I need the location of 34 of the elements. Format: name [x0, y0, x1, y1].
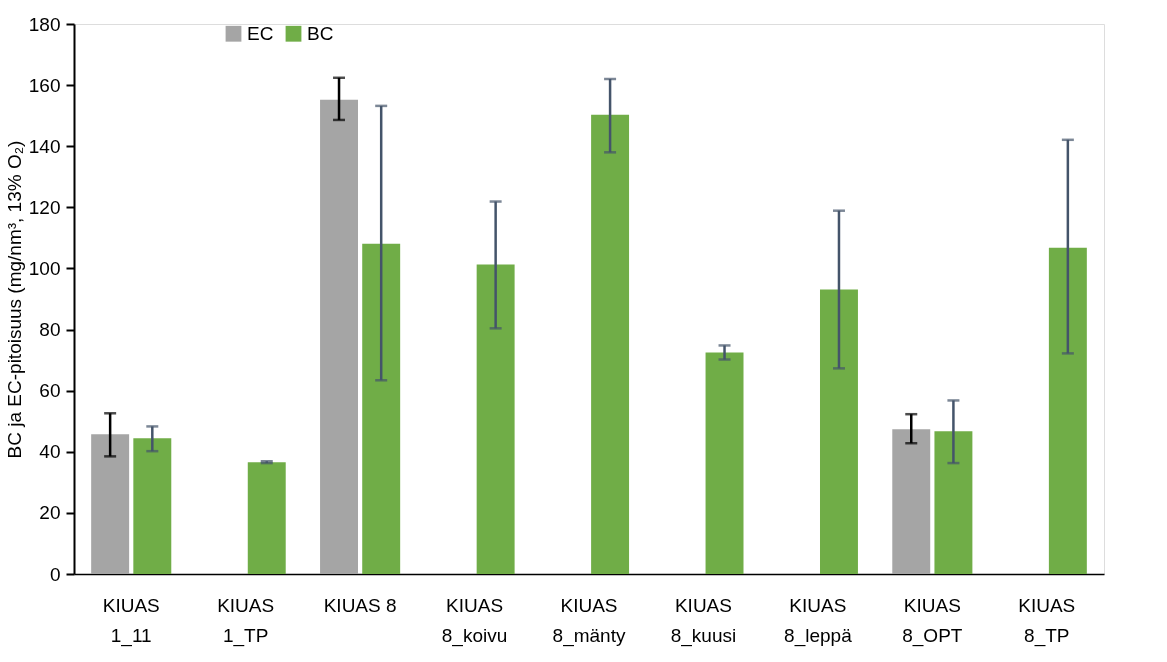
legend-label: BC [307, 22, 334, 44]
y-tick-label: 100 [28, 257, 61, 279]
y-tick-label: 180 [28, 13, 61, 35]
bar [362, 243, 401, 574]
y-tick-label: 0 [49, 563, 61, 585]
x-tick-label: KIUAS 8_koivu [441, 594, 508, 647]
y-tick-label: 40 [39, 441, 61, 463]
y-tick-label: 140 [28, 135, 61, 157]
y-tick-label: 160 [28, 74, 61, 96]
bar [892, 429, 931, 574]
y-tick-label: 20 [39, 502, 61, 524]
bar [133, 438, 172, 574]
bar [820, 289, 858, 574]
y-tick-label: 80 [39, 319, 61, 341]
x-tick-label: KIUAS 8_leppä [784, 594, 853, 647]
bar [247, 462, 286, 574]
bar [1048, 247, 1087, 574]
bar [934, 431, 973, 574]
bar [320, 99, 358, 574]
bar [591, 114, 630, 574]
bar [705, 352, 744, 574]
x-tick-label: KIUAS 1_11 [102, 594, 160, 647]
x-tick-label: KIUAS 1_TP [217, 594, 275, 647]
x-tick-label: KIUAS 8_TP [1018, 594, 1076, 647]
x-tick-label: KIUAS 8_kuusi [670, 594, 737, 647]
x-tick-label: KIUAS 8_mänty [552, 594, 626, 647]
x-tick-label: KIUAS 8_OPT [902, 594, 963, 647]
legend-label: EC [247, 22, 274, 44]
bar [91, 434, 130, 574]
x-tick-label: KIUAS 8 [323, 594, 397, 616]
y-axis-title: BC ja EC-pitoisuus (mg/nm³, 13% O₂) [3, 140, 25, 459]
y-tick-label: 120 [28, 196, 61, 218]
bar [476, 264, 515, 574]
y-tick-label: 60 [39, 380, 61, 402]
